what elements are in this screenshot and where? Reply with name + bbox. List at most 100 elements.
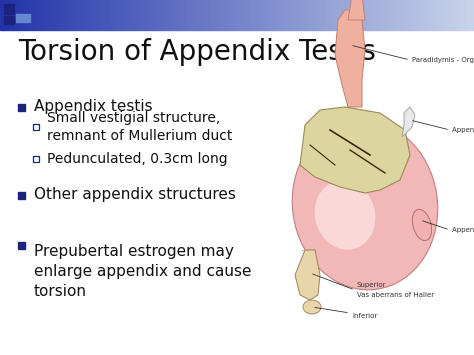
Bar	[197, 0, 199, 30]
Bar	[398, 0, 401, 30]
Bar	[292, 0, 294, 30]
Bar	[111, 0, 114, 30]
Bar	[228, 0, 230, 30]
Bar	[299, 0, 301, 30]
Bar	[145, 0, 147, 30]
Bar	[14, 0, 17, 30]
Polygon shape	[335, 10, 365, 107]
Bar	[52, 0, 55, 30]
Bar	[429, 0, 431, 30]
Bar	[372, 0, 374, 30]
Bar	[28, 0, 31, 30]
Bar	[441, 0, 443, 30]
Bar	[17, 0, 19, 30]
Text: Small vestigial structure,
remnant of Mullerium duct: Small vestigial structure, remnant of Mu…	[47, 111, 232, 143]
Bar	[168, 0, 171, 30]
Bar	[0, 0, 2, 30]
Bar	[405, 0, 408, 30]
Bar	[308, 0, 310, 30]
Bar	[62, 0, 64, 30]
Bar	[301, 0, 303, 30]
Bar	[33, 124, 39, 130]
Bar	[26, 0, 28, 30]
Bar	[337, 0, 339, 30]
Bar	[438, 0, 441, 30]
Bar	[287, 0, 289, 30]
Bar	[382, 0, 384, 30]
Bar	[249, 0, 251, 30]
Bar	[436, 0, 438, 30]
Bar	[401, 0, 403, 30]
Bar	[455, 0, 457, 30]
Bar	[33, 0, 36, 30]
Bar	[384, 0, 386, 30]
Bar	[365, 0, 367, 30]
Bar	[351, 0, 353, 30]
Bar	[284, 0, 287, 30]
Ellipse shape	[303, 300, 321, 314]
Bar	[156, 0, 159, 30]
Bar	[38, 0, 40, 30]
Text: Pedunculated, 0.3cm long: Pedunculated, 0.3cm long	[47, 152, 228, 166]
Bar	[419, 0, 422, 30]
Ellipse shape	[292, 120, 438, 290]
Bar	[206, 0, 209, 30]
Bar	[7, 0, 9, 30]
Bar	[289, 0, 292, 30]
Bar	[393, 0, 396, 30]
Bar	[294, 0, 296, 30]
Bar	[173, 0, 175, 30]
Bar	[194, 0, 197, 30]
Bar	[21, 0, 24, 30]
Text: Other appendix structures: Other appendix structures	[34, 186, 236, 202]
Bar	[306, 0, 308, 30]
Text: Vas aberrans of Haller: Vas aberrans of Haller	[357, 292, 434, 298]
Bar	[85, 0, 88, 30]
Bar	[185, 0, 187, 30]
Bar	[379, 0, 382, 30]
Bar	[211, 0, 213, 30]
Bar	[242, 0, 244, 30]
Bar	[363, 0, 365, 30]
Bar	[102, 0, 104, 30]
Bar	[431, 0, 434, 30]
Bar	[40, 0, 43, 30]
Text: Prepubertal estrogen may
enlarge appendix and cause
torsion: Prepubertal estrogen may enlarge appendi…	[34, 244, 252, 299]
Bar	[109, 0, 111, 30]
Bar	[142, 0, 145, 30]
Bar	[246, 0, 249, 30]
Polygon shape	[300, 107, 410, 193]
Bar	[322, 0, 325, 30]
Bar	[55, 0, 57, 30]
Bar	[386, 0, 389, 30]
Text: Torsion of Appendix Testis: Torsion of Appendix Testis	[18, 38, 376, 66]
Bar	[133, 0, 135, 30]
Bar	[36, 0, 38, 30]
Bar	[408, 0, 410, 30]
Bar	[344, 0, 346, 30]
Bar	[261, 0, 263, 30]
Bar	[422, 0, 424, 30]
Polygon shape	[348, 0, 365, 20]
Bar	[114, 0, 116, 30]
Bar	[462, 0, 465, 30]
Bar	[128, 0, 130, 30]
Bar	[182, 0, 185, 30]
Bar	[277, 0, 280, 30]
Bar	[310, 0, 313, 30]
Bar	[443, 0, 446, 30]
Bar	[159, 0, 161, 30]
Bar	[367, 0, 370, 30]
Bar	[199, 0, 201, 30]
Bar	[377, 0, 379, 30]
Bar	[218, 0, 220, 30]
Bar	[391, 0, 393, 30]
Bar	[220, 0, 223, 30]
Bar	[45, 0, 47, 30]
Bar	[296, 0, 299, 30]
Bar	[2, 0, 5, 30]
Bar	[66, 0, 69, 30]
Bar	[353, 0, 356, 30]
Bar	[92, 0, 95, 30]
Bar	[448, 0, 450, 30]
